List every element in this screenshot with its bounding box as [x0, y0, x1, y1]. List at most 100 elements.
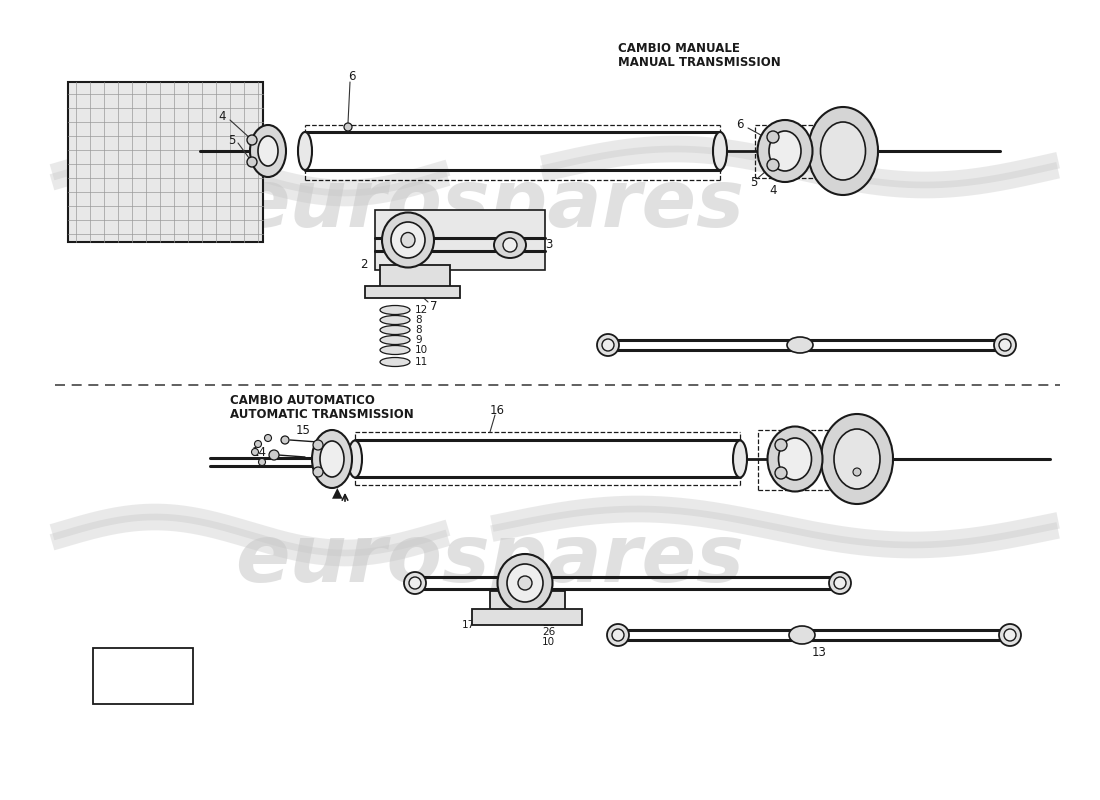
Circle shape [314, 467, 323, 477]
Text: 4: 4 [218, 110, 226, 123]
Ellipse shape [503, 238, 517, 252]
Text: 5: 5 [750, 177, 758, 190]
Text: 3: 3 [544, 238, 552, 251]
Text: 7: 7 [430, 299, 438, 313]
Circle shape [258, 458, 265, 466]
Ellipse shape [518, 576, 532, 590]
Ellipse shape [404, 572, 426, 594]
Ellipse shape [312, 430, 352, 488]
Ellipse shape [834, 429, 880, 489]
Ellipse shape [298, 132, 312, 170]
Ellipse shape [402, 233, 415, 247]
Ellipse shape [390, 222, 425, 258]
Text: 1: 1 [1008, 337, 1015, 350]
Ellipse shape [494, 232, 526, 258]
Text: 17: 17 [462, 620, 475, 630]
Ellipse shape [713, 132, 727, 170]
Ellipse shape [607, 624, 629, 646]
Text: 4: 4 [769, 183, 777, 197]
Text: 16: 16 [490, 403, 505, 417]
Circle shape [852, 468, 861, 476]
Ellipse shape [250, 125, 286, 177]
Text: 5: 5 [228, 134, 235, 146]
Ellipse shape [769, 131, 801, 171]
Ellipse shape [348, 441, 362, 478]
Circle shape [280, 436, 289, 444]
Ellipse shape [379, 315, 410, 325]
Text: 10: 10 [500, 568, 513, 578]
Circle shape [264, 434, 272, 442]
Circle shape [776, 467, 786, 479]
Text: ▲: ▲ [332, 485, 342, 499]
Ellipse shape [808, 107, 878, 195]
Ellipse shape [821, 122, 866, 180]
Circle shape [776, 439, 786, 451]
Text: ▲=21: ▲=21 [103, 661, 135, 671]
Ellipse shape [829, 572, 851, 594]
Ellipse shape [409, 577, 421, 589]
Ellipse shape [821, 414, 893, 504]
Text: CAMBIO AUTOMATICO: CAMBIO AUTOMATICO [230, 394, 375, 406]
Text: eurospares: eurospares [235, 166, 745, 244]
Ellipse shape [999, 624, 1021, 646]
Circle shape [314, 440, 323, 450]
Text: MANUAL TRANSMISSION: MANUAL TRANSMISSION [618, 55, 781, 69]
Text: 26: 26 [542, 627, 556, 637]
Ellipse shape [789, 626, 815, 644]
Ellipse shape [497, 554, 552, 612]
Text: 18: 18 [874, 469, 890, 482]
Ellipse shape [999, 339, 1011, 351]
Ellipse shape [602, 339, 614, 351]
Text: AUTOMATIC TRANSMISSION: AUTOMATIC TRANSMISSION [230, 407, 414, 421]
Ellipse shape [379, 346, 410, 354]
Ellipse shape [994, 334, 1016, 356]
Text: 10: 10 [415, 345, 428, 355]
Ellipse shape [758, 120, 813, 182]
Text: 13: 13 [812, 646, 827, 659]
Circle shape [344, 123, 352, 131]
Ellipse shape [258, 136, 278, 166]
Text: 10: 10 [542, 637, 556, 647]
Bar [490, 591, 565, 611]
Circle shape [248, 157, 257, 167]
Text: 9: 9 [415, 335, 421, 345]
Bar [379, 265, 450, 290]
Text: 6: 6 [736, 118, 744, 130]
Text: 24: 24 [542, 610, 556, 620]
Bar [365, 286, 460, 298]
Circle shape [252, 449, 258, 455]
Text: KIT: KIT [119, 679, 136, 689]
Text: 19: 19 [862, 454, 877, 466]
Ellipse shape [768, 426, 823, 491]
Text: 22: 22 [542, 602, 556, 612]
Text: 2: 2 [360, 258, 367, 271]
Ellipse shape [507, 564, 543, 602]
Circle shape [767, 131, 779, 143]
Ellipse shape [379, 335, 410, 345]
Ellipse shape [379, 326, 410, 334]
Text: 12: 12 [415, 305, 428, 315]
Ellipse shape [320, 441, 344, 477]
Bar [472, 609, 582, 625]
Ellipse shape [379, 358, 410, 366]
Ellipse shape [733, 441, 747, 478]
Ellipse shape [786, 337, 813, 353]
Text: 6: 6 [348, 70, 355, 83]
Ellipse shape [612, 629, 624, 641]
Ellipse shape [779, 438, 812, 480]
Text: 20: 20 [845, 438, 860, 451]
Bar [68, 82, 263, 242]
Circle shape [254, 441, 262, 447]
Ellipse shape [1004, 629, 1016, 641]
Text: 8: 8 [415, 325, 421, 335]
Bar [94, 648, 192, 704]
Text: 15: 15 [296, 423, 311, 437]
Ellipse shape [379, 306, 410, 314]
Ellipse shape [597, 334, 619, 356]
Ellipse shape [382, 213, 435, 267]
Text: 14: 14 [252, 446, 267, 458]
Circle shape [767, 159, 779, 171]
Text: 8: 8 [415, 315, 421, 325]
Text: 11: 11 [415, 357, 428, 367]
Ellipse shape [834, 577, 846, 589]
